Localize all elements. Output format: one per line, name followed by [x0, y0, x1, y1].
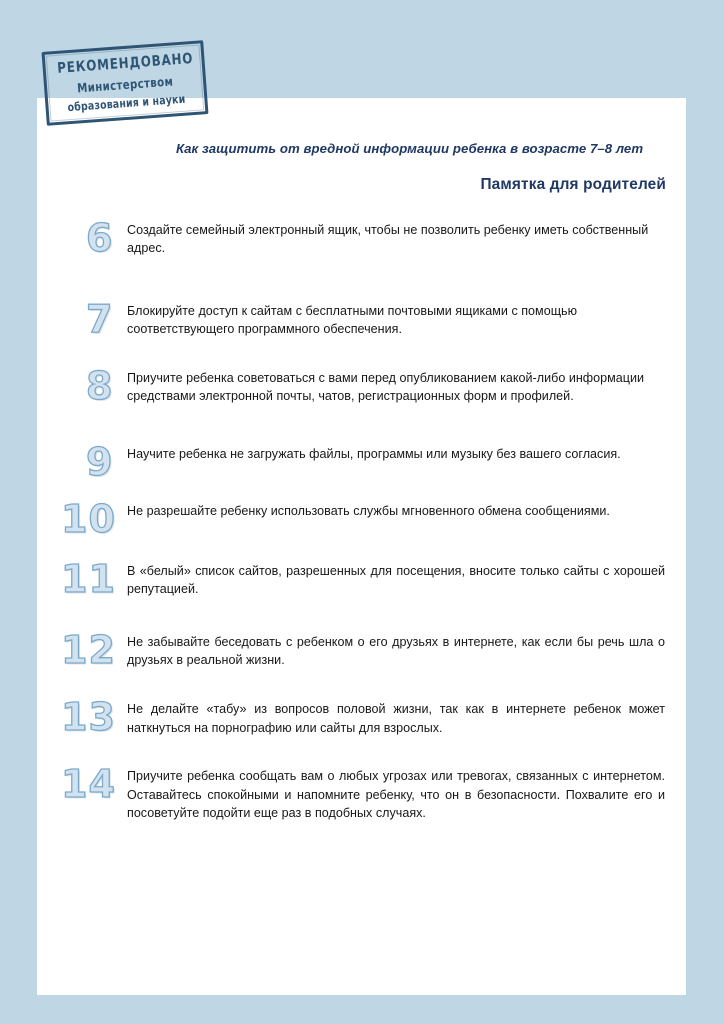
list-item: 6 Создайте семейный электронный ящик, что… [0, 216, 724, 260]
list-item-number: 12 [60, 627, 116, 672]
list-item: 9 Научите ребенка не загружать файлы, про… [0, 442, 724, 481]
approval-stamp: РЕКОМЕНДОВАНО Министерством образования … [41, 40, 209, 126]
list-item-number: 14 [60, 762, 116, 807]
list-item: 11 В «белый» список сайтов, разрешенных д… [0, 556, 724, 601]
list-item-text: Приучите ребенка советоваться с вами пер… [127, 370, 645, 404]
list-item-text: Не разрешайте ребенку использовать служб… [127, 503, 610, 518]
list-item: 14 Приучите ребенка сообщать вам о любых … [0, 762, 724, 822]
list-item-text: Приучите ребенка сообщать вам о любых уг… [127, 769, 665, 821]
list-item: 7 Блокируйте доступ к сайтам с бесплатным… [0, 296, 724, 341]
list-item-number: 10 [60, 496, 116, 541]
list-item: 10 Не разрешайте ребенку использовать слу… [0, 499, 724, 538]
page-subtitle: Памятка для родителей [480, 176, 666, 193]
list-item: 12 Не забывайте беседовать с ребенком о е… [0, 627, 724, 672]
page-title: Как защитить от вредной информации ребен… [176, 141, 644, 156]
list-item-text: В «белый» список сайтов, разрешенных для… [127, 563, 665, 597]
list-item: 13 Не делайте «табу» из вопросов половой … [0, 695, 724, 740]
list-item-text: Блокируйте доступ к сайтам с бесплатными… [127, 303, 578, 337]
list-item-number: 8 [85, 363, 113, 408]
recommendation-list: 6 Создайте семейный электронный ящик, что… [0, 216, 724, 823]
list-item-text: Создайте семейный электронный ящик, чтоб… [127, 223, 649, 256]
list-item: 8 Приучите ребенка советоваться с вами пе… [0, 363, 724, 408]
document-page [37, 98, 686, 995]
list-item-number: 9 [85, 439, 113, 484]
list-item-number: 6 [85, 216, 113, 260]
list-item-text: Научите ребенка не загружать файлы, прог… [127, 446, 621, 461]
list-item-number: 11 [60, 556, 116, 601]
list-item-number: 7 [85, 296, 113, 341]
list-item-text: Не забывайте беседовать с ребенком о его… [127, 634, 665, 667]
list-item-text: Не делайте «табу» из вопросов половой жи… [127, 702, 665, 735]
list-item-number: 13 [60, 695, 116, 740]
